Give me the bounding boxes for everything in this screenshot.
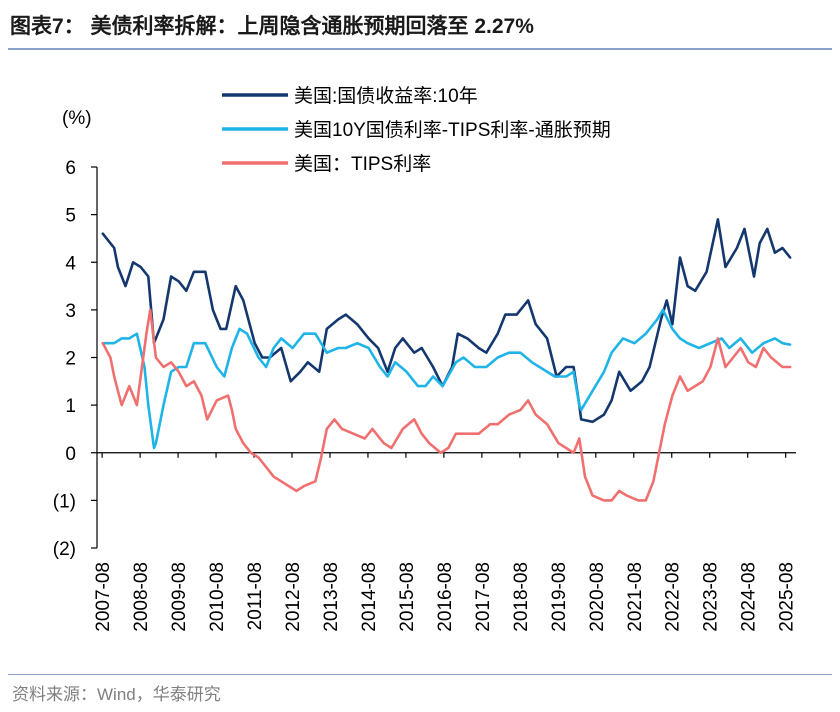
y-tick-label: 1 (65, 396, 76, 417)
x-tick-label: 2012-08 (283, 562, 304, 632)
legend: 美国:国债收益率:10年美国10Y国债利率-TIPS利率-通胀预期美国：TIPS… (222, 85, 611, 175)
x-tick-label: 2021-08 (625, 562, 646, 632)
x-tick-label: 2011-08 (245, 562, 266, 630)
x-tick-label: 2009-08 (169, 562, 190, 632)
legend-label-1: 美国:国债收益率:10年 (294, 85, 478, 107)
x-tick-label: 2008-08 (131, 562, 152, 632)
y-tick-label: 6 (65, 158, 76, 179)
footer-divider (8, 674, 832, 675)
y-tick-label: (2) (53, 539, 76, 560)
y-tick-label: 0 (65, 444, 76, 465)
series-line-2 (101, 308, 792, 450)
x-tick-label: 2010-08 (207, 562, 228, 632)
x-tick-label: 2025-08 (777, 562, 798, 632)
x-tick-label: 2024-08 (739, 562, 760, 632)
x-tick-label: 2016-08 (435, 562, 456, 632)
x-tick-label: 2014-08 (359, 562, 380, 632)
x-tick-label: 2013-08 (321, 562, 342, 632)
series-lines-layer (101, 218, 792, 502)
y-tick-label: (1) (53, 491, 76, 512)
x-tick-label: 2018-08 (511, 562, 532, 632)
source-note: 资料来源：Wind，华泰研究 (12, 685, 221, 704)
legend-label-2: 美国10Y国债利率-TIPS利率-通胀预期 (294, 119, 611, 141)
axes-layer: (%) 6 5 4 3 2 1 0 (1) (2) 2007-08 2008-08 2009-08 201… (53, 108, 798, 632)
chart-title: 图表7： 美债利率拆解：上周隐含通胀预期回落至 2.27% (10, 15, 534, 38)
legend-label-3: 美国：TIPS利率 (294, 153, 431, 175)
y-tick-label: 4 (65, 253, 76, 274)
x-tick-label: 2007-08 (93, 562, 114, 632)
x-tick-label: 2022-08 (663, 562, 684, 632)
x-tick-label: 2017-08 (473, 562, 494, 632)
y-axis-unit-label: (%) (62, 108, 92, 129)
x-tick-label: 2019-08 (549, 562, 570, 632)
x-tick-label: 2023-08 (701, 562, 722, 632)
x-tick-label: 2020-08 (587, 562, 608, 632)
series-line-3 (101, 308, 792, 502)
title-divider (8, 48, 832, 50)
y-tick-label: 2 (65, 349, 76, 370)
y-tick-label: 5 (65, 206, 76, 227)
y-tick-label: 3 (65, 301, 76, 322)
x-tick-label: 2015-08 (397, 562, 418, 632)
